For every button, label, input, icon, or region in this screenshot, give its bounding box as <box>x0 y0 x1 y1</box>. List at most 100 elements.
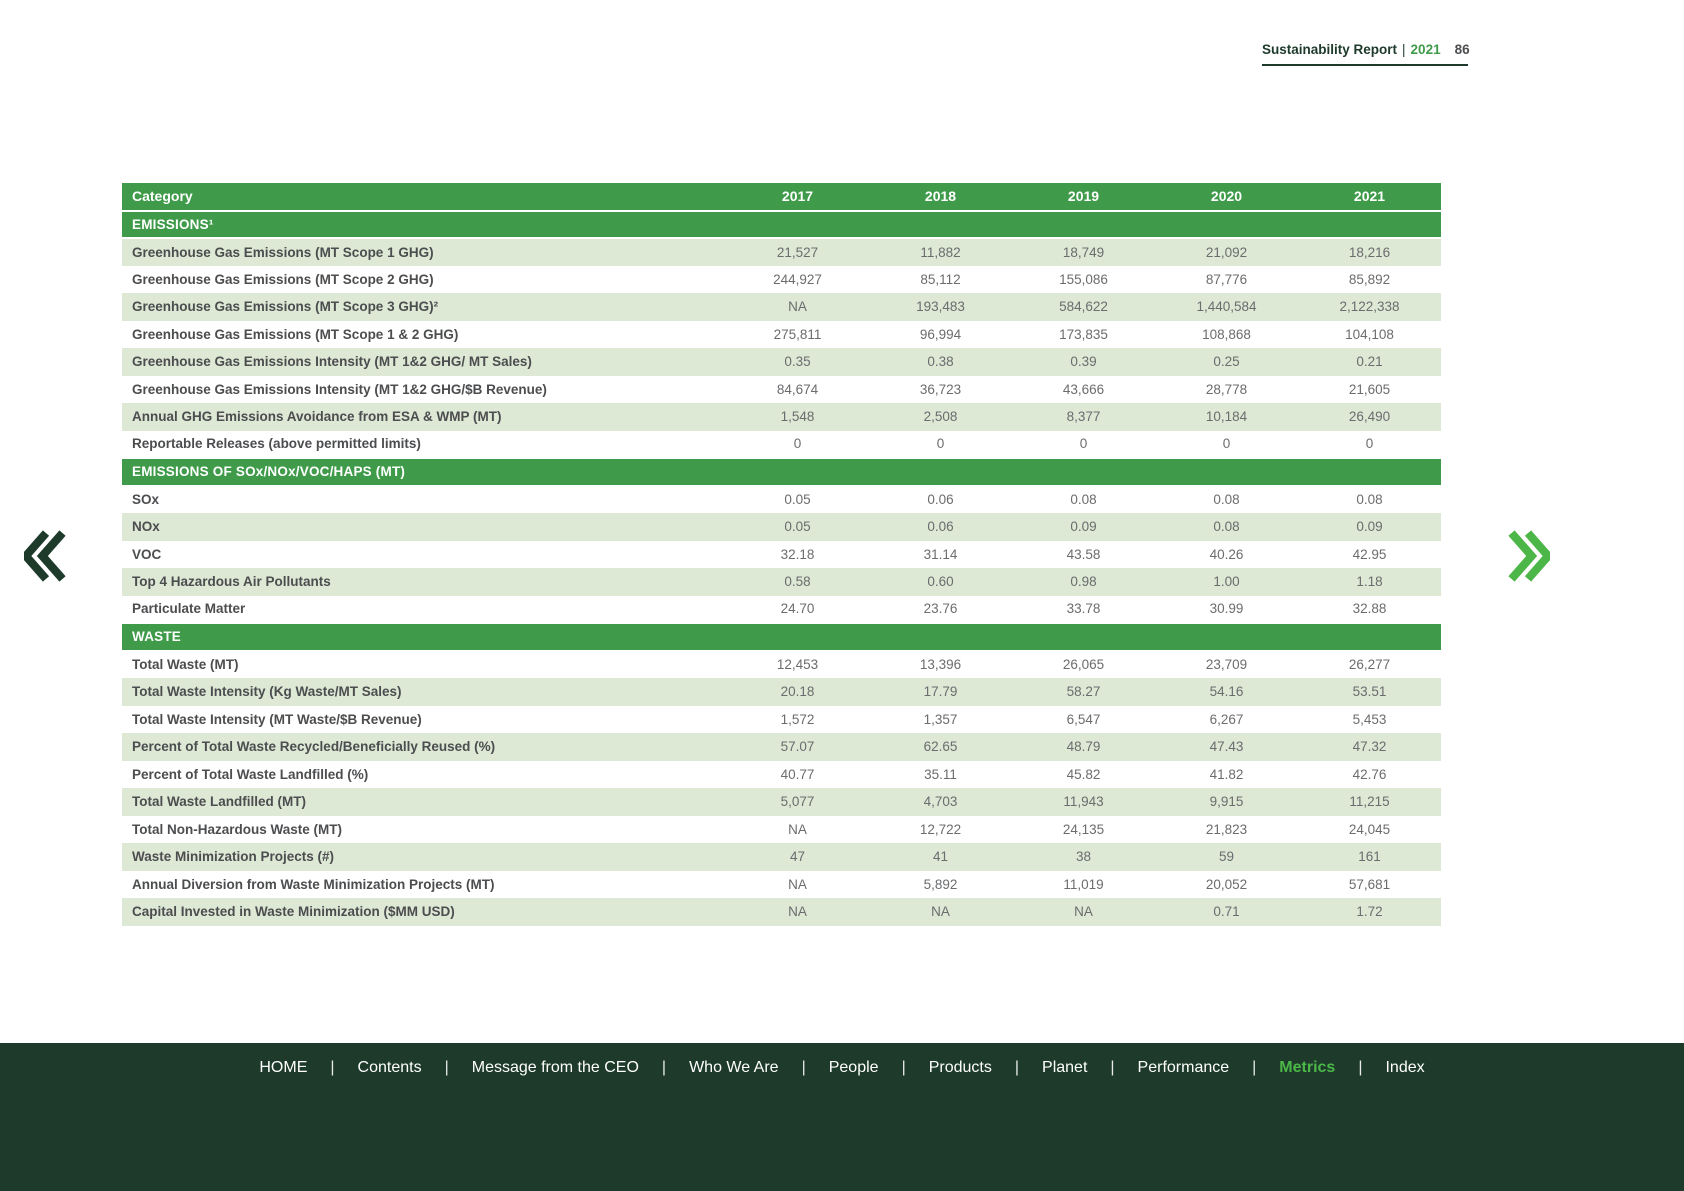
row-label: Greenhouse Gas Emissions (MT Scope 3 GHG… <box>122 293 726 321</box>
footer-nav-separator: | <box>661 1059 667 1076</box>
footer-bar: HOME | Contents | Message from the CEO | Who W… <box>0 1043 1684 1191</box>
cell-value: 30.99 <box>1209 601 1244 617</box>
row-label: Percent of Total Waste Landfilled (%) <box>132 766 369 782</box>
cell-value: 0.21 <box>1298 348 1441 376</box>
cell-value: 28,778 <box>1205 381 1248 397</box>
report-year: 2021 <box>1410 42 1441 57</box>
cell-value: 193,483 <box>869 293 1012 321</box>
cell-value: 23,709 <box>1205 657 1248 673</box>
section-header-row: WASTE <box>122 622 1441 652</box>
cell-value: 5,892 <box>923 876 958 892</box>
footer-link-contents[interactable]: Contents <box>357 1059 422 1076</box>
table-row: Annual GHG Emissions Avoidance from ESA … <box>122 403 1441 431</box>
cell-value: NA <box>726 898 869 926</box>
cell-value: 96,994 <box>919 326 962 342</box>
table-header-row: Category 2017 2018 2019 2020 2021 <box>122 183 1441 212</box>
cell-value: 47.32 <box>1298 733 1441 761</box>
cell-value: 1.00 <box>1155 568 1298 596</box>
cell-value: 33.78 <box>1066 601 1101 617</box>
cell-value: 36,723 <box>919 381 962 397</box>
column-header-year: 2020 <box>1155 183 1298 212</box>
table-row: Total Waste Landfilled (MT) 5,077 4,703 11,… <box>122 788 1441 816</box>
cell-value: 0.98 <box>1012 568 1155 596</box>
footer-nav-separator: | <box>801 1059 806 1076</box>
table-row: Greenhouse Gas Emissions (MT Scope 2 GHG… <box>122 266 1441 294</box>
cell-value: 21,092 <box>1155 238 1298 266</box>
cell-value: 0.35 <box>726 348 869 376</box>
cell-value: 0.05 <box>726 513 869 541</box>
cell-value: 0.25 <box>1155 348 1298 376</box>
row-label: Greenhouse Gas Emissions Intensity (MT 1… <box>122 348 726 376</box>
row-label: Waste Minimization Projects (#) <box>122 843 726 871</box>
header-separator: | <box>1402 42 1406 57</box>
row-label: Greenhouse Gas Emissions (MT Scope 1 GHG… <box>122 238 726 266</box>
cell-value: 0.05 <box>784 492 811 508</box>
table-row: Total Non-Hazardous Waste (MT) NA 12,722 24… <box>122 816 1441 844</box>
cell-value: 244,927 <box>773 271 822 287</box>
cell-value: 0.09 <box>1298 513 1441 541</box>
cell-value: 24.70 <box>780 601 815 617</box>
cell-value: NA <box>726 293 869 321</box>
footer-link-message-from-the-ceo[interactable]: Message from the CEO <box>471 1059 639 1076</box>
cell-value: 47 <box>726 843 869 871</box>
cell-value: 0.71 <box>1155 898 1298 926</box>
report-header: Sustainability Report | 2021 86 <box>1262 42 1470 66</box>
footer-link-planet[interactable]: Planet <box>1042 1059 1088 1076</box>
cell-value: 2,122,338 <box>1298 293 1441 321</box>
footer-link-who-we-are[interactable]: Who We Are <box>689 1059 779 1076</box>
cell-value: 35.11 <box>924 766 957 782</box>
footer-link-index[interactable]: Index <box>1385 1059 1425 1076</box>
cell-value: NA <box>1012 898 1155 926</box>
cell-value: 23.76 <box>923 601 958 617</box>
cell-value: 0 <box>793 436 802 452</box>
footer-link-metrics[interactable]: Metrics <box>1279 1059 1336 1076</box>
footer-link-products[interactable]: Products <box>928 1059 992 1076</box>
previous-page-button[interactable] <box>24 527 68 585</box>
footer-link-home[interactable]: HOME <box>259 1059 308 1076</box>
metrics-table: Category 2017 2018 2019 2020 2021 EMISSIONS¹ Gr… <box>122 183 1441 926</box>
footer-link-people[interactable]: People <box>828 1059 879 1076</box>
column-header-year: 2017 <box>726 183 869 212</box>
cell-value: 54.16 <box>1155 678 1298 706</box>
cell-value: 0.08 <box>1155 513 1298 541</box>
table-row: Percent of Total Waste Landfilled (%) 40.… <box>122 761 1441 789</box>
row-label: NOx <box>122 513 726 541</box>
table-row: Waste Minimization Projects (#) 47 41 38 59 1… <box>122 843 1441 871</box>
footer-nav-separator: | <box>1110 1059 1115 1076</box>
cell-value: 11,019 <box>1063 876 1104 892</box>
cell-value: 0.39 <box>1012 348 1155 376</box>
cell-value: 0.09 <box>1012 513 1155 541</box>
cell-value: 21,823 <box>1205 821 1248 837</box>
cell-value: 0.58 <box>726 568 869 596</box>
cell-value: NA <box>788 821 807 837</box>
cell-value: 58.27 <box>1012 678 1155 706</box>
footer-nav-separator: | <box>1014 1059 1020 1076</box>
cell-value: 155,086 <box>1059 271 1108 287</box>
cell-value: 32.88 <box>1352 601 1387 617</box>
table-row: Particulate Matter 24.70 23.76 33.78 30.99 32… <box>122 596 1441 624</box>
cell-value: 161 <box>1298 843 1441 871</box>
next-page-button[interactable] <box>1506 527 1550 585</box>
column-header-category: Category <box>122 183 726 212</box>
row-label: Total Non-Hazardous Waste (MT) <box>132 821 342 837</box>
footer-link-performance[interactable]: Performance <box>1137 1059 1230 1076</box>
cell-value: 26,490 <box>1298 403 1441 431</box>
cell-value: 38 <box>1012 843 1155 871</box>
row-label: Annual GHG Emissions Avoidance from ESA … <box>122 403 726 431</box>
table-row: Total Waste Intensity (Kg Waste/MT Sales… <box>122 678 1441 706</box>
cell-value: 87,776 <box>1205 271 1248 287</box>
cell-value: 1,572 <box>780 711 815 727</box>
table-row: Greenhouse Gas Emissions Intensity (MT 1… <box>122 376 1441 404</box>
footer-nav-separator: | <box>444 1059 449 1076</box>
cell-value: 26,277 <box>1348 657 1391 673</box>
cell-value: 13,396 <box>919 657 962 673</box>
section-header-row: EMISSIONS¹ <box>122 209 1441 239</box>
cell-value: 12,722 <box>919 821 962 837</box>
table-row: Greenhouse Gas Emissions Intensity (MT 1… <box>122 348 1441 376</box>
cell-value: 104,108 <box>1345 326 1394 342</box>
column-header-year: 2018 <box>869 183 1012 212</box>
column-header-year: 2021 <box>1298 183 1441 212</box>
cell-value: 1.72 <box>1298 898 1441 926</box>
footer-nav-separator: | <box>1252 1059 1257 1076</box>
